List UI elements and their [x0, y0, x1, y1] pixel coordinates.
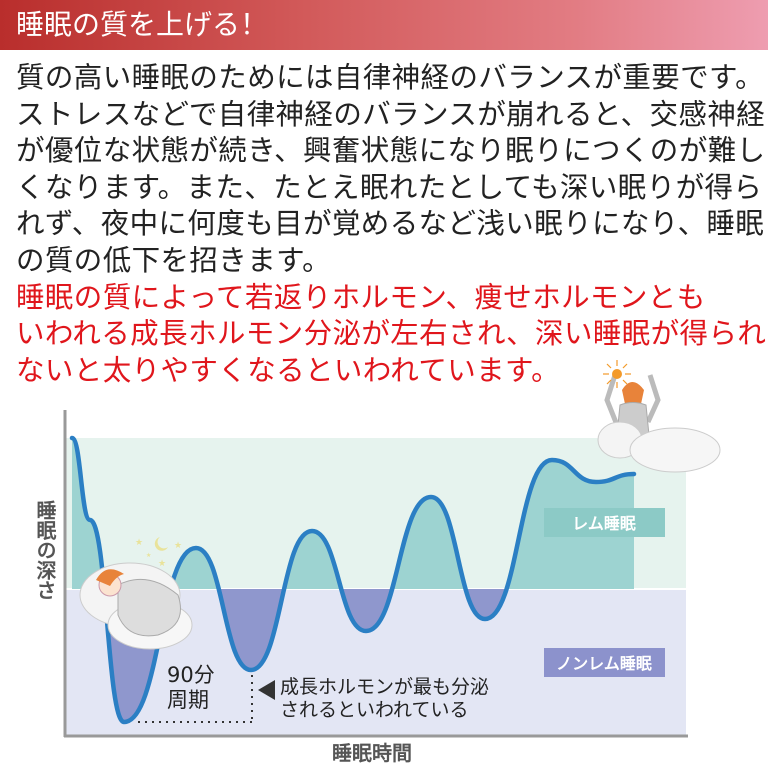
svg-text:★: ★: [135, 538, 143, 548]
rem-label: レム睡眠: [572, 514, 636, 533]
annotation-text: されるといわれている: [280, 699, 468, 721]
page-title: 睡眠の質を上げる！: [16, 8, 269, 41]
body-line: れず、夜中に何度も目が覚めるなど浅い眠りになり、睡眠: [16, 207, 765, 241]
x-axis-label: 睡眠時間: [332, 741, 412, 765]
body-line: の質の低下を招きます。: [16, 243, 332, 277]
rem-label-box: [544, 508, 665, 537]
cycle-label: 90分: [167, 663, 215, 687]
body-line: 質の高い睡眠のためには自律神経のバランスが重要です。: [16, 61, 764, 94]
moon-stars-icon: ★ ★ ★ ★: [135, 537, 182, 569]
cycle-label: 周期: [167, 688, 209, 712]
arrow-left-icon: [258, 680, 275, 700]
svg-text:★: ★: [158, 559, 166, 569]
body-line: くなります。また、たとえ眠れたとしても深い眠りが得ら: [16, 170, 763, 204]
nonrem-label: ノンレム睡眠: [556, 654, 652, 673]
highlight-line: ないと太りやすくなるといわれています。: [16, 353, 560, 387]
waking-woman-illustration: [597, 374, 721, 473]
svg-text:★: ★: [146, 552, 151, 559]
highlight-line: 睡眠の質によって若返りホルモン、痩せホルモンとも: [16, 280, 706, 314]
sleeping-woman-illustration: [79, 562, 193, 650]
body-line: ストレスなどで自律神経のバランスが崩れると、交感神経: [16, 97, 766, 131]
nonrem-label-box: [544, 648, 665, 677]
y-axis-label: 睡眠の深さ: [33, 500, 57, 600]
rem-fill: [72, 438, 634, 589]
body-line: が優位な状態が続き、興奮状態になり眠りにつくのが難し: [16, 134, 766, 168]
body-paragraph: 質の高い睡眠のためには自律神経のバランスが重要です。 ストレスなどで自律神経のバ…: [16, 60, 766, 389]
highlight-line: いわれる成長ホルモン分泌が左右され、深い睡眠が得られ: [16, 317, 767, 351]
svg-text:★: ★: [174, 541, 182, 551]
sleep-depth-curve: [69, 435, 637, 725]
sun-icon: [603, 360, 631, 388]
header-bar: 睡眠の質を上げる！: [0, 0, 768, 50]
annotation-text: 成長ホルモンが最も分泌: [280, 676, 489, 698]
